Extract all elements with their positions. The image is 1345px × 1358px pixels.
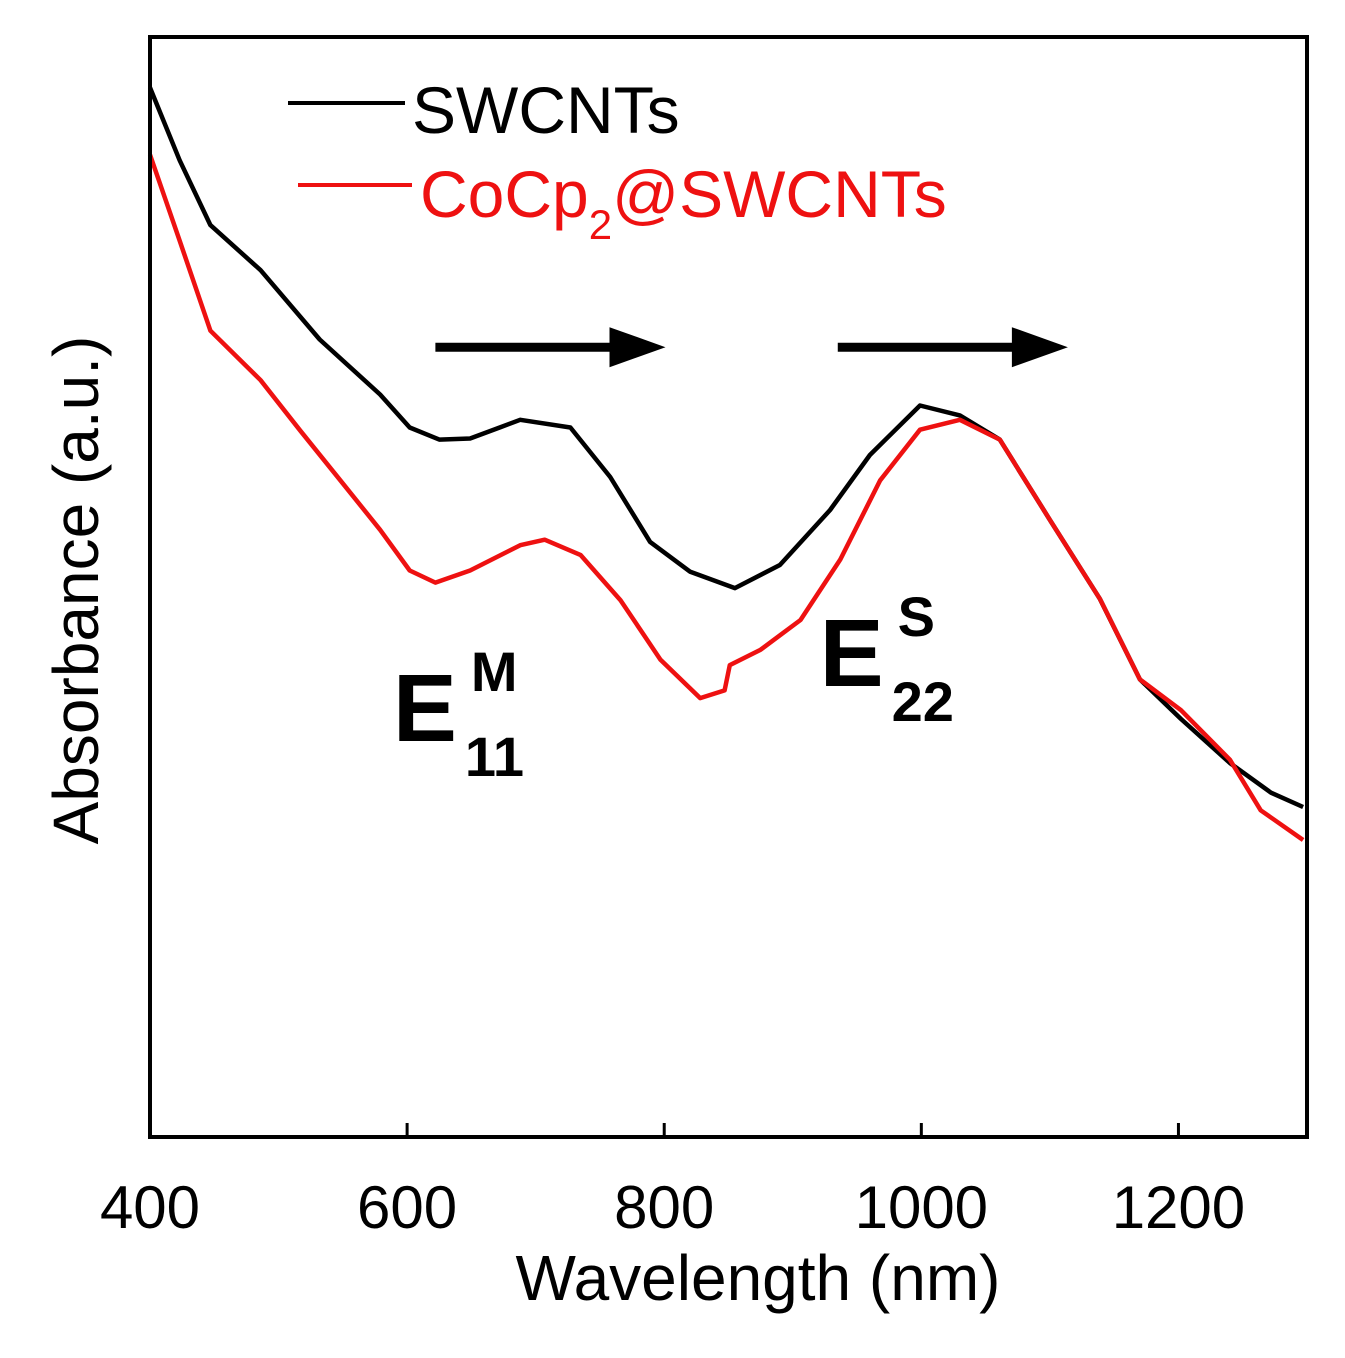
annotation-superscript: M	[471, 640, 518, 703]
arrow-right-icon	[837, 327, 1068, 368]
y-axis-label: Absorbance (a.u.)	[40, 336, 112, 845]
x-tick-label: 1000	[855, 1174, 988, 1241]
x-tick-label: 1200	[1112, 1174, 1245, 1241]
plot-frame	[148, 35, 1309, 1139]
annotation-superscript: S	[898, 585, 935, 648]
x-axis-label: Wavelength (nm)	[516, 1242, 1001, 1314]
x-tick-label: 800	[614, 1174, 714, 1241]
x-tick-label: 600	[357, 1174, 457, 1241]
annotation-transition: E	[820, 600, 884, 707]
annotation-subscript: 22	[892, 670, 954, 733]
x-tick-label: 400	[100, 1174, 200, 1241]
legend-label-cocp2: CoCp2@SWCNTs	[420, 157, 947, 248]
annotation-subscript: 11	[465, 725, 524, 788]
annotation-transition: E	[393, 655, 457, 762]
legend-label-swcnts: SWCNTs	[412, 73, 680, 147]
arrow-right-icon	[435, 327, 666, 368]
legend: SWCNTs CoCp2@SWCNTs	[288, 73, 947, 248]
series-line-cocp2-swcnts	[147, 153, 1305, 842]
